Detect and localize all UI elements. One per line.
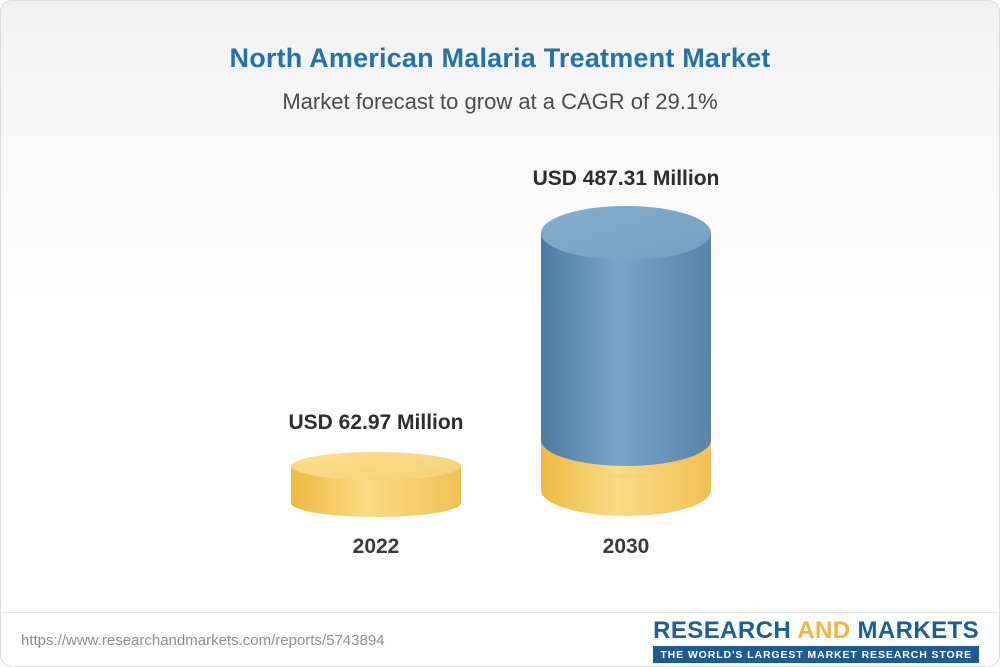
category-label-2022: 2022 [352, 535, 400, 558]
bar-2030-cylinder-graphic [541, 206, 711, 516]
bar-2022-cylinder [291, 452, 461, 522]
bar-2022-cylinder-graphic [291, 452, 461, 517]
footer: https://www.researchandmarkets.com/repor… [1, 612, 999, 666]
category-label-2030: 2030 [602, 535, 650, 558]
report-url-link[interactable]: https://www.researchandmarkets.com/repor… [21, 632, 385, 649]
logo-word-markets: MARKETS [857, 616, 979, 644]
logo-wordmark: RESEARCH AND MARKETS [653, 616, 979, 644]
bar-2030-cylinder [541, 206, 711, 522]
logo-word-and: AND [797, 616, 851, 644]
value-label-2022: USD 62.97 Million [288, 411, 464, 434]
research-and-markets-logo: RESEARCH AND MARKETS THE WORLD'S LARGEST… [653, 616, 979, 663]
logo-tagline: THE WORLD'S LARGEST MARKET RESEARCH STOR… [653, 645, 979, 663]
value-label-2030: USD 487.31 Million [532, 167, 720, 190]
chart-subtitle: Market forecast to grow at a CAGR of 29.… [282, 89, 718, 114]
logo-word-research: RESEARCH [653, 616, 792, 644]
chart-title: North American Malaria Treatment Market [229, 43, 771, 73]
